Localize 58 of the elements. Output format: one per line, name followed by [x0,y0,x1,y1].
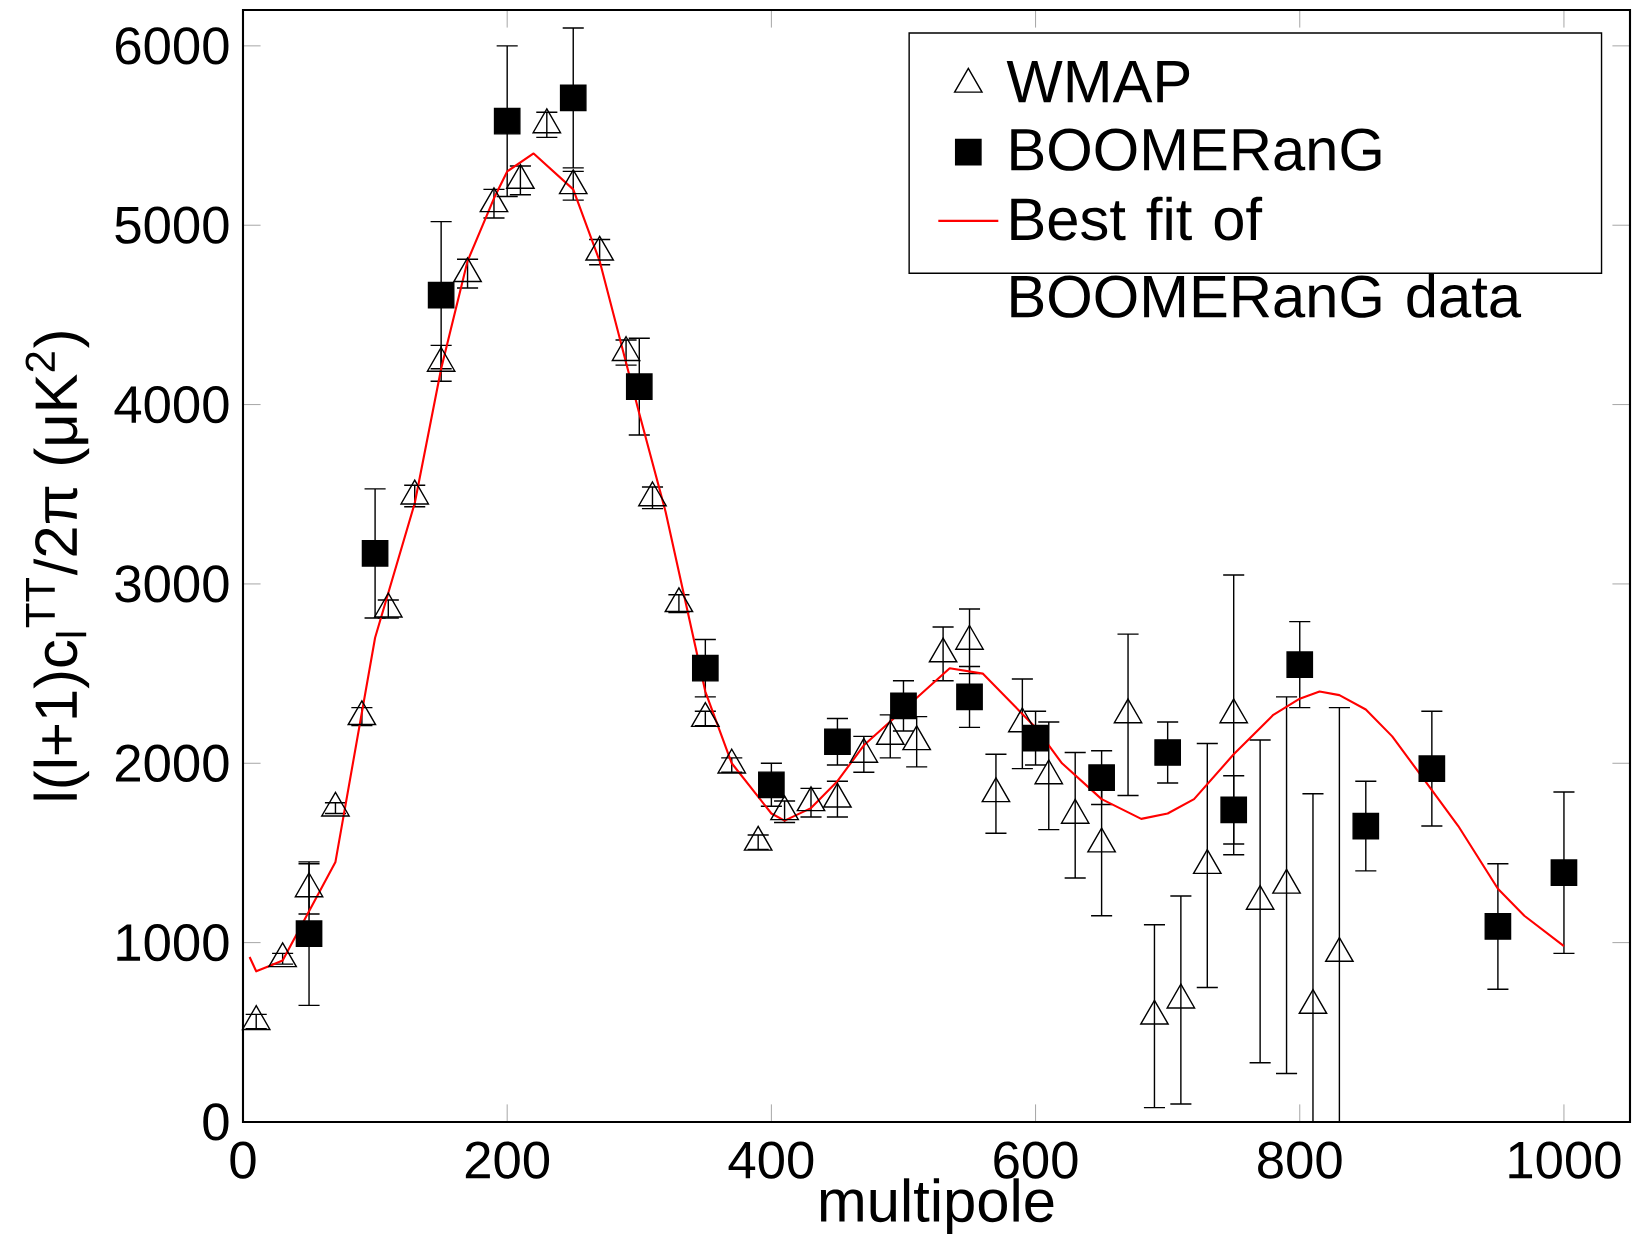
x-tick-label: 0 [230,1141,256,1179]
point [1166,983,1196,1009]
x-tick-label: 800 [1258,1141,1342,1179]
point [585,235,615,261]
point [1298,988,1328,1015]
point [241,1005,271,1031]
point [558,169,588,195]
y-tick-label: 0 [203,1103,229,1141]
point [1272,868,1301,894]
point [928,637,958,663]
point [823,782,852,808]
point [1245,884,1275,910]
y-tick-label: 3000 [115,565,229,603]
legend-label: WMAP [1006,61,1190,103]
point [321,791,350,817]
point [1113,698,1143,724]
y-tick-label: 1000 [117,923,229,962]
point [347,700,377,726]
point [664,587,694,613]
point [373,592,403,618]
point [743,825,773,851]
legend-label: BOOMERanG [1011,128,1381,171]
y-tick-label: 4000 [114,385,229,424]
point [638,481,667,507]
point [717,748,747,774]
point [479,187,509,213]
point [902,725,932,751]
point [849,737,879,763]
point [796,786,826,812]
point [1219,698,1249,724]
point [1192,848,1222,875]
point [875,719,905,746]
point [1324,936,1354,963]
point [505,163,535,190]
point [981,777,1011,803]
y-tick-label: 6000 [116,27,229,65]
point [1087,827,1117,853]
point [268,942,298,968]
point [770,795,799,821]
point [1034,759,1064,785]
y-tick-label: 5000 [115,206,229,244]
x-tick-label: 1000 [1509,1141,1621,1179]
x-tick-label: 200 [465,1141,550,1179]
legend-label: Best fit of BOOMERanG data [1011,196,1522,318]
point [955,624,984,650]
y-tick-label: 2000 [115,744,229,782]
point [690,701,720,728]
point [1140,999,1169,1025]
x-axis-title: multipole [820,1178,1054,1234]
x-tick-label: 600 [994,1141,1078,1179]
point [453,257,482,283]
y-axis-title: l(l+1)c$_{l}$$^{TT}$/2π (μK$^{2}$) [25,332,90,800]
point [294,872,324,898]
point [532,108,562,134]
point [400,479,430,505]
x-tick-label: 400 [728,1141,814,1179]
point [426,346,456,372]
point [1060,798,1090,824]
